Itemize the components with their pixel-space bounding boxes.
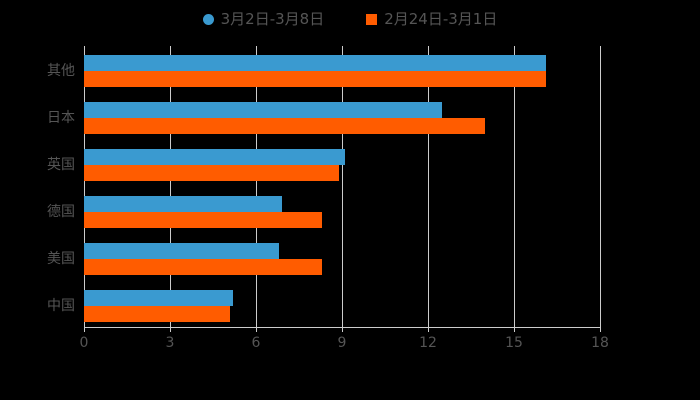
bar-group (84, 102, 600, 135)
x-axis-tick (342, 327, 343, 332)
bar[interactable] (84, 71, 546, 88)
gridline-3 (170, 46, 171, 327)
bar[interactable] (84, 258, 322, 275)
chart-legend: 3月2日-3月8日 2月24日-3月1日 (0, 8, 700, 30)
bar[interactable] (84, 195, 282, 212)
x-axis-tick (84, 327, 85, 332)
x-axis-tick (514, 327, 515, 332)
gridline-18 (600, 46, 601, 327)
gridline-9 (342, 46, 343, 327)
plot-area (84, 46, 601, 327)
y-axis-label: 日本 (47, 110, 75, 127)
x-axis-tick (170, 327, 171, 332)
legend-label-series-0: 3月2日-3月8日 (220, 9, 325, 28)
legend-circle-marker-icon (202, 13, 214, 25)
x-axis-tick-label: 9 (337, 335, 347, 351)
gridline-0 (84, 46, 85, 327)
bar[interactable] (84, 55, 546, 72)
bar[interactable] (84, 211, 322, 228)
bar[interactable] (84, 149, 345, 166)
x-axis-tick (256, 327, 257, 332)
y-axis-label: 其他 (47, 63, 75, 80)
bar[interactable] (84, 289, 234, 306)
x-axis-tick-label: 3 (165, 335, 175, 351)
bar-group (84, 55, 600, 88)
bar[interactable] (84, 102, 443, 119)
bar[interactable] (84, 165, 340, 182)
y-axis-labels: 其他日本英国德国美国中国 (0, 46, 84, 327)
gridline-15 (514, 46, 515, 327)
y-axis-label: 中国 (47, 297, 75, 314)
x-axis-tick-label: 18 (591, 335, 609, 351)
y-axis-label: 英国 (47, 157, 75, 174)
legend-item-series-1[interactable]: 2月24日-3月1日 (366, 9, 498, 28)
x-axis-tick (428, 327, 429, 332)
bar[interactable] (84, 242, 279, 259)
x-axis-tick-label: 12 (419, 335, 437, 351)
legend-item-series-0[interactable]: 3月2日-3月8日 (202, 9, 325, 28)
bar-group (84, 242, 600, 275)
legend-label-series-1: 2月24日-3月1日 (384, 9, 498, 28)
y-axis-label: 德国 (47, 203, 75, 220)
y-axis-label: 美国 (47, 250, 75, 267)
bar-group (84, 289, 600, 322)
bar-group (84, 149, 600, 182)
x-axis-tick-label: 15 (505, 335, 523, 351)
gridline-6 (256, 46, 257, 327)
x-axis-tick-label: 0 (79, 335, 89, 351)
legend-square-marker-icon (366, 13, 378, 25)
bar[interactable] (84, 118, 486, 135)
x-axis-tick-label: 6 (251, 335, 261, 351)
bar-group (84, 195, 600, 228)
bar[interactable] (84, 305, 231, 322)
gridline-12 (428, 46, 429, 327)
x-axis-tick (600, 327, 601, 332)
